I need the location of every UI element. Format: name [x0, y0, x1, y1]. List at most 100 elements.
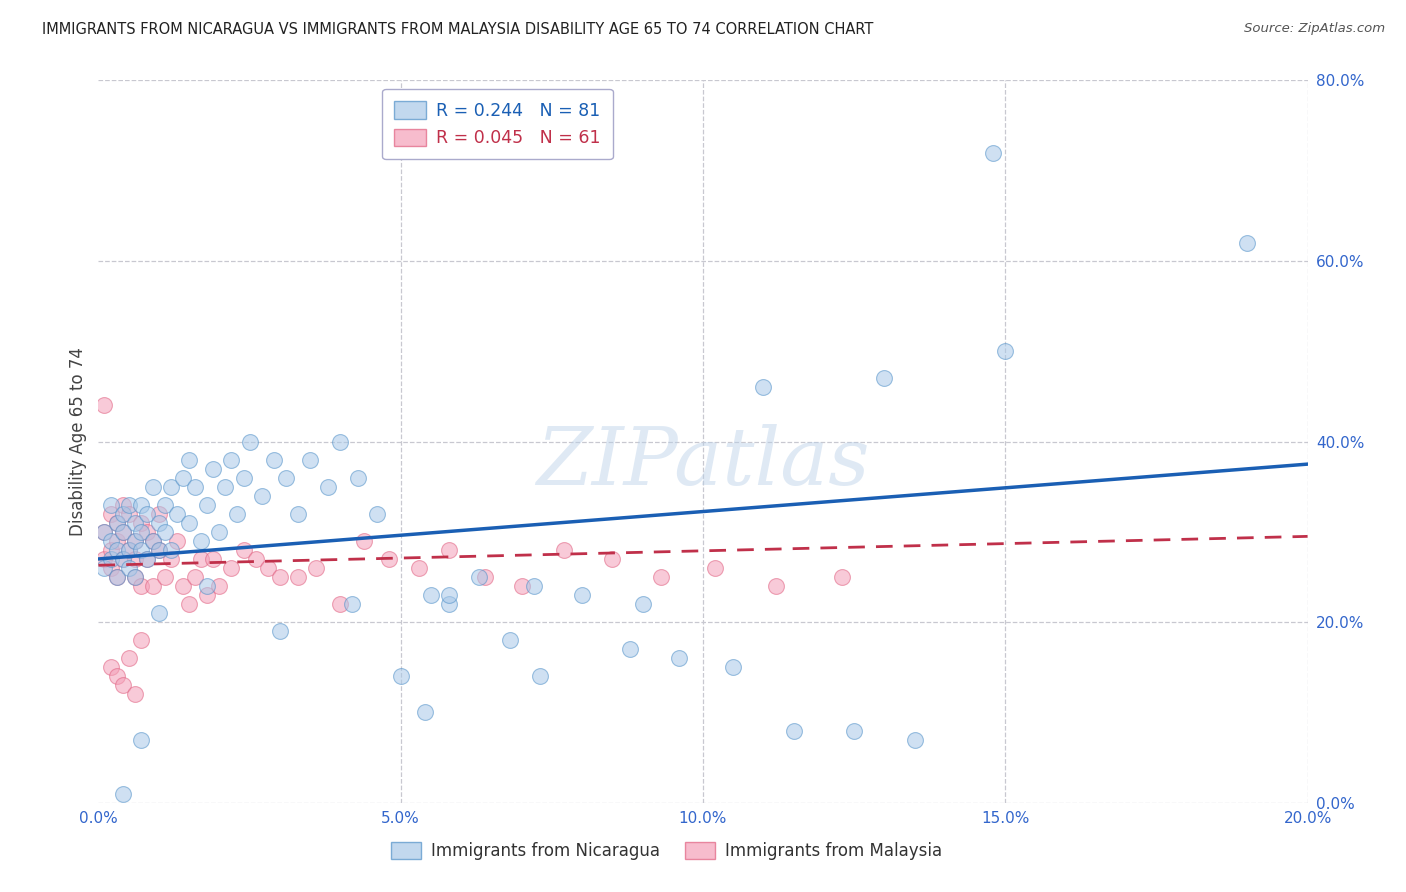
- Immigrants from Nicaragua: [208, 524, 231, 539]
- Immigrants from Nicaragua: [111, 507, 134, 521]
- Immigrants from Malaysia: [602, 552, 624, 566]
- Immigrants from Nicaragua: [124, 570, 146, 584]
- Immigrants from Nicaragua: [619, 642, 641, 657]
- Immigrants from Nicaragua: [202, 461, 225, 475]
- Immigrants from Nicaragua: [413, 706, 436, 720]
- Immigrants from Malaysia: [245, 552, 267, 566]
- Immigrants from Nicaragua: [287, 507, 309, 521]
- Immigrants from Malaysia: [353, 533, 375, 548]
- Immigrants from Nicaragua: [179, 452, 201, 467]
- Immigrants from Nicaragua: [105, 542, 128, 557]
- Immigrants from Malaysia: [105, 533, 128, 548]
- Text: IMMIGRANTS FROM NICARAGUA VS IMMIGRANTS FROM MALAYSIA DISABILITY AGE 65 TO 74 CO: IMMIGRANTS FROM NICARAGUA VS IMMIGRANTS …: [42, 22, 873, 37]
- Immigrants from Nicaragua: [269, 624, 291, 639]
- Immigrants from Malaysia: [179, 597, 201, 611]
- Immigrants from Nicaragua: [153, 524, 176, 539]
- Immigrants from Malaysia: [100, 542, 122, 557]
- Immigrants from Nicaragua: [179, 516, 201, 530]
- Immigrants from Nicaragua: [316, 480, 339, 494]
- Immigrants from Nicaragua: [250, 489, 273, 503]
- Immigrants from Malaysia: [100, 660, 122, 674]
- Immigrants from Nicaragua: [172, 471, 194, 485]
- Immigrants from Nicaragua: [148, 606, 170, 620]
- Immigrants from Malaysia: [765, 579, 787, 593]
- Immigrants from Malaysia: [135, 552, 157, 566]
- Immigrants from Nicaragua: [129, 542, 152, 557]
- Immigrants from Nicaragua: [148, 542, 170, 557]
- Immigrants from Nicaragua: [124, 516, 146, 530]
- Immigrants from Nicaragua: [329, 434, 352, 449]
- Immigrants from Nicaragua: [190, 533, 212, 548]
- Immigrants from Malaysia: [111, 498, 134, 512]
- Immigrants from Nicaragua: [420, 588, 443, 602]
- Immigrants from Nicaragua: [668, 651, 690, 665]
- Immigrants from Nicaragua: [232, 471, 254, 485]
- Immigrants from Malaysia: [704, 561, 727, 575]
- Immigrants from Malaysia: [256, 561, 278, 575]
- Immigrants from Nicaragua: [437, 597, 460, 611]
- Immigrants from Nicaragua: [299, 452, 322, 467]
- Immigrants from Malaysia: [190, 552, 212, 566]
- Immigrants from Malaysia: [124, 533, 146, 548]
- Immigrants from Malaysia: [142, 533, 165, 548]
- Immigrants from Malaysia: [329, 597, 352, 611]
- Immigrants from Nicaragua: [111, 524, 134, 539]
- Immigrants from Nicaragua: [100, 533, 122, 548]
- Immigrants from Nicaragua: [994, 344, 1017, 359]
- Immigrants from Nicaragua: [129, 498, 152, 512]
- Immigrants from Malaysia: [129, 516, 152, 530]
- Immigrants from Nicaragua: [752, 380, 775, 394]
- Immigrants from Nicaragua: [124, 533, 146, 548]
- Immigrants from Nicaragua: [437, 588, 460, 602]
- Immigrants from Malaysia: [221, 561, 243, 575]
- Immigrants from Malaysia: [105, 669, 128, 683]
- Immigrants from Nicaragua: [129, 524, 152, 539]
- Immigrants from Nicaragua: [100, 552, 122, 566]
- Immigrants from Malaysia: [208, 579, 231, 593]
- Immigrants from Nicaragua: [981, 145, 1004, 160]
- Immigrants from Nicaragua: [366, 507, 388, 521]
- Immigrants from Malaysia: [305, 561, 328, 575]
- Immigrants from Malaysia: [129, 633, 152, 648]
- Immigrants from Nicaragua: [118, 498, 141, 512]
- Immigrants from Malaysia: [650, 570, 672, 584]
- Immigrants from Nicaragua: [93, 524, 115, 539]
- Immigrants from Nicaragua: [118, 561, 141, 575]
- Immigrants from Nicaragua: [226, 507, 249, 521]
- Immigrants from Malaysia: [124, 570, 146, 584]
- Immigrants from Nicaragua: [468, 570, 491, 584]
- Immigrants from Nicaragua: [783, 723, 806, 738]
- Immigrants from Nicaragua: [221, 452, 243, 467]
- Immigrants from Malaysia: [111, 524, 134, 539]
- Text: Source: ZipAtlas.com: Source: ZipAtlas.com: [1244, 22, 1385, 36]
- Immigrants from Malaysia: [510, 579, 533, 593]
- Immigrants from Malaysia: [202, 552, 225, 566]
- Immigrants from Nicaragua: [529, 669, 551, 683]
- Immigrants from Nicaragua: [274, 471, 297, 485]
- Immigrants from Malaysia: [124, 687, 146, 701]
- Immigrants from Malaysia: [408, 561, 430, 575]
- Immigrants from Nicaragua: [135, 552, 157, 566]
- Immigrants from Malaysia: [124, 552, 146, 566]
- Immigrants from Malaysia: [129, 579, 152, 593]
- Immigrants from Malaysia: [135, 524, 157, 539]
- Immigrants from Malaysia: [287, 570, 309, 584]
- Immigrants from Nicaragua: [118, 542, 141, 557]
- Immigrants from Nicaragua: [723, 660, 745, 674]
- Immigrants from Malaysia: [118, 507, 141, 521]
- Immigrants from Malaysia: [100, 561, 122, 575]
- Immigrants from Malaysia: [474, 570, 496, 584]
- Immigrants from Malaysia: [111, 678, 134, 692]
- Immigrants from Malaysia: [93, 524, 115, 539]
- Immigrants from Malaysia: [111, 552, 134, 566]
- Immigrants from Nicaragua: [142, 480, 165, 494]
- Immigrants from Nicaragua: [160, 480, 183, 494]
- Immigrants from Malaysia: [172, 579, 194, 593]
- Immigrants from Nicaragua: [195, 498, 218, 512]
- Immigrants from Malaysia: [553, 542, 575, 557]
- Immigrants from Malaysia: [153, 570, 176, 584]
- Immigrants from Malaysia: [377, 552, 399, 566]
- Immigrants from Malaysia: [105, 516, 128, 530]
- Immigrants from Nicaragua: [148, 516, 170, 530]
- Immigrants from Nicaragua: [184, 480, 207, 494]
